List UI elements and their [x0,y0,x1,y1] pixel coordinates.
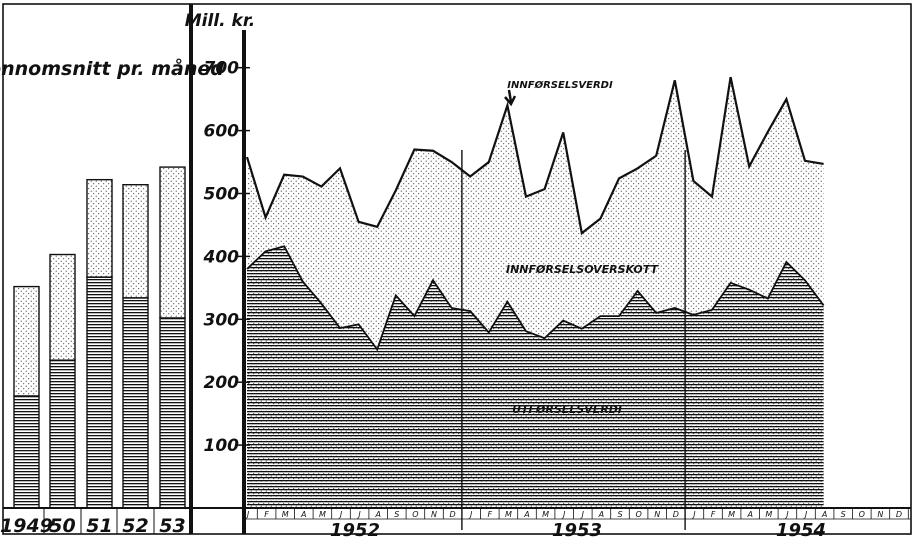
month-label: M [505,510,512,519]
month-label: A [598,510,604,519]
month-label: M [765,510,772,519]
bar-utforsel-50 [49,359,76,509]
month-label: J [784,510,789,519]
y-tick-label: 200 [204,373,240,393]
month-label: F [711,510,716,519]
month-label: D [896,510,902,519]
bar-innforsel-51 [86,178,113,278]
line-innforselsverdi [245,76,824,236]
y-tick-labels: 100 200 300 400 500 600 700 [203,59,250,456]
month-label: J [245,510,250,519]
y-tick-label: 300 [204,310,240,330]
y-tick-label: 500 [204,185,240,205]
month-label: J [338,510,343,519]
month-label: S [394,510,399,519]
yearly-average-bars [13,166,186,509]
bar-innforsel-1949 [13,285,40,397]
y-tick-label: 100 [204,436,240,456]
month-label: M [319,510,326,519]
month-label: J [356,510,361,519]
month-label: N [654,510,660,519]
annotation-innforselsverdi: INNFØRSELSVERDI [507,79,613,91]
month-label: J [561,510,566,519]
month-label: A [374,510,380,519]
bar-innforsel-50 [49,253,76,361]
month-label: N [877,510,883,519]
bar-label: 53 [159,515,185,537]
bar-label: 50 [49,515,75,537]
month-label: O [859,510,865,519]
month-label: J [580,510,585,519]
arrow-icon [504,89,517,107]
y-tick-label: 700 [204,59,240,79]
month-label: F [264,510,269,519]
annotation-innforselsoverskott: INNFØRSELSOVERSKOTT [506,263,660,276]
month-label: J [468,510,473,519]
bar-utforsel-1949 [13,395,40,509]
month-label: A [746,510,752,519]
bar-utforsel-51 [86,276,113,509]
month-label: D [450,510,456,519]
bar-label: 1949 [0,515,53,537]
month-label: A [821,510,827,519]
month-label: M [542,510,549,519]
month-label: A [300,510,306,519]
axes [2,3,912,535]
month-label: O [412,510,418,519]
month-label: S [841,510,846,519]
y-tick-label: 600 [204,122,240,142]
bar-innforsel-53 [159,166,186,319]
bar-utforsel-53 [159,317,186,509]
bar-utforsel-52 [122,297,149,509]
month-label: F [487,510,492,519]
area-utforselsverdi [247,246,824,508]
month-label: N [431,510,437,519]
month-label: J [803,510,808,519]
month-label: S [617,510,622,519]
bar-label: 51 [86,515,112,537]
bar-innforsel-52 [122,183,149,299]
annotation-utforselsverdi: UTFØRSELSVERDI [512,403,622,416]
frame [2,3,912,535]
month-label: D [673,510,679,519]
year-labels: 1952 1953 1954 [330,520,826,541]
month-label: M [282,510,289,519]
y-axis-unit-label: Mill. kr. [185,11,256,31]
month-label: J [691,510,696,519]
left-chart-title-line1: Gjennomsnitt pr. måned [0,56,224,80]
month-label: O [635,510,641,519]
year-label: 1952 [330,520,380,541]
gridlines [461,150,686,530]
line-utforselsverdi [246,245,825,352]
monthly-area-chart [245,76,825,508]
year-label: 1954 [776,520,826,541]
month-label: M [728,510,735,519]
bar-label: 52 [122,515,148,537]
y-tick-label: 400 [203,247,240,267]
month-label: A [523,510,529,519]
year-label: 1953 [552,520,602,541]
